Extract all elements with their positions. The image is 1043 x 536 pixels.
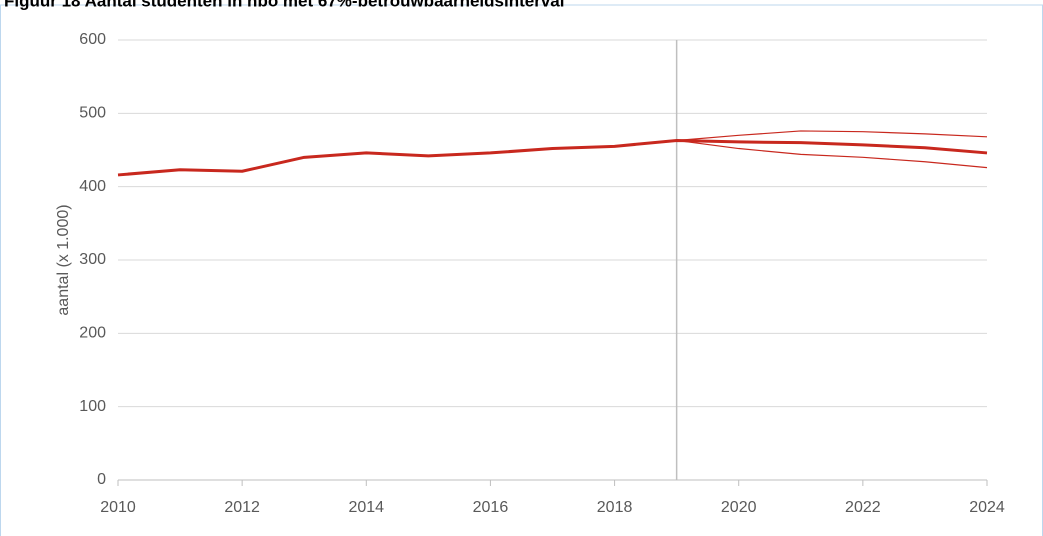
series-line <box>676 130 988 142</box>
y-tick-label: 600 <box>79 31 106 48</box>
y-tick-label: 200 <box>79 325 106 342</box>
x-tick-label: 2010 <box>100 499 136 516</box>
x-tick-label: 2012 <box>224 499 260 516</box>
y-tick-label: 300 <box>79 251 106 268</box>
frame <box>0 4 1043 536</box>
y-tick-label: 500 <box>79 105 106 122</box>
x-tick-label: 2018 <box>597 499 633 516</box>
series-line <box>676 139 988 169</box>
x-tick-label: 2016 <box>473 499 509 516</box>
y-axis-label: aantal (x 1.000) <box>55 204 72 315</box>
y-tick-label: 400 <box>79 178 106 195</box>
x-tick-label: 2024 <box>969 499 1005 516</box>
x-tick-label: 2022 <box>845 499 881 516</box>
series-line <box>117 138 988 177</box>
chart-title: Figuur 18 Aantal studenten in hbo met 67… <box>4 0 564 10</box>
y-tick-label: 100 <box>79 398 106 415</box>
x-tick-label: 2020 <box>721 499 757 516</box>
y-tick-label: 0 <box>97 471 106 488</box>
x-tick-label: 2014 <box>348 499 384 516</box>
